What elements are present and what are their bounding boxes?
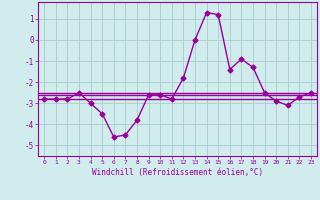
- X-axis label: Windchill (Refroidissement éolien,°C): Windchill (Refroidissement éolien,°C): [92, 168, 263, 177]
